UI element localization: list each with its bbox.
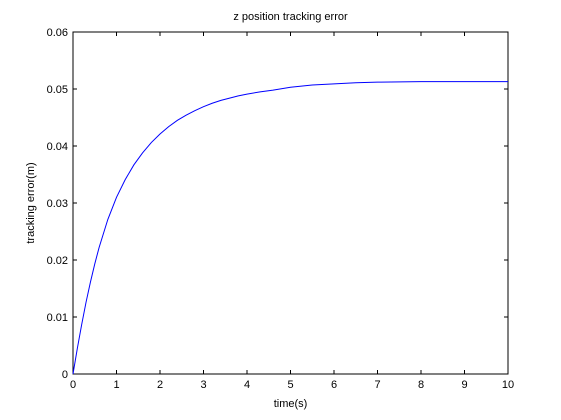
x-tick-label: 10: [502, 379, 514, 391]
x-tick-label: 2: [157, 379, 163, 391]
y-axis-label: tracking error(m): [25, 162, 37, 243]
y-tick-label: 0.05: [47, 84, 68, 96]
y-tick-label: 0: [62, 369, 68, 381]
x-tick-label: 5: [287, 379, 293, 391]
y-tick-label: 0.01: [47, 312, 68, 324]
x-tick-label: 8: [418, 379, 424, 391]
series-layer: [72, 81, 508, 375]
x-axis-ticks: 0 1 2 3 4 5 6 7 8 9 10: [70, 32, 514, 391]
y-axis-ticks: 0 0.01 0.02 0.03 0.04 0.05 0.06: [47, 27, 508, 381]
y-tick-label: 0.06: [47, 27, 68, 39]
y-tick-label: 0.04: [47, 141, 68, 153]
plot-area: [72, 31, 509, 375]
x-tick-label: 0: [70, 379, 76, 391]
x-tick-label: 4: [244, 379, 250, 391]
x-tick-label: 9: [461, 379, 467, 391]
x-axis-label: time(s): [274, 398, 308, 410]
x-tick-label: 7: [374, 379, 380, 391]
x-tick-label: 6: [331, 379, 337, 391]
series-line: [72, 81, 508, 375]
y-tick-label: 0.03: [47, 198, 68, 210]
chart-title: z position tracking error: [233, 11, 348, 23]
x-tick-label: 3: [200, 379, 206, 391]
x-tick-label: 1: [113, 379, 119, 391]
y-tick-label: 0.02: [47, 255, 68, 267]
